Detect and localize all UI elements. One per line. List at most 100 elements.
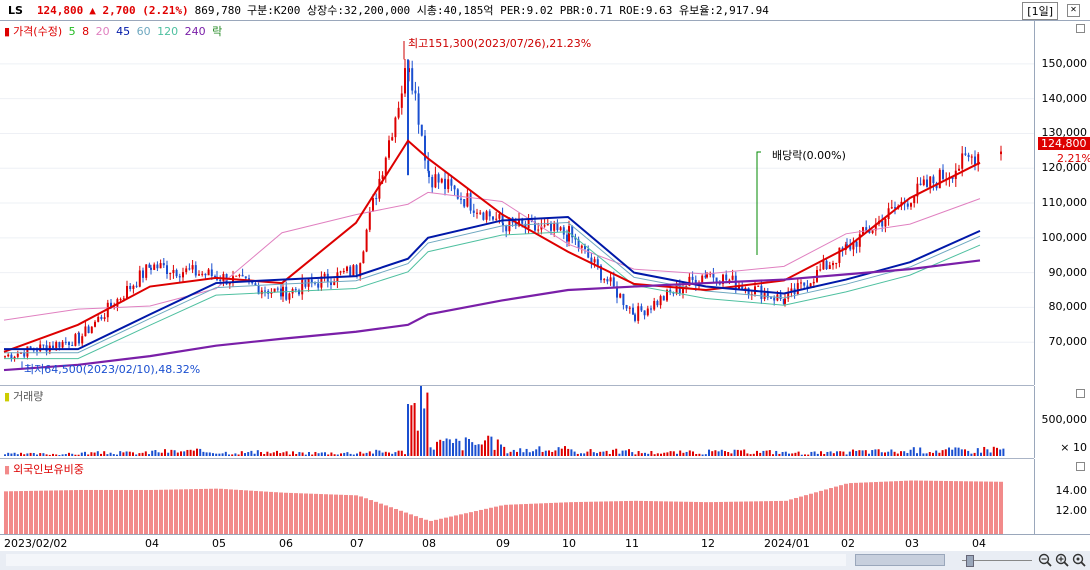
candle-body xyxy=(145,264,148,278)
legend-ma-20[interactable]: 20 xyxy=(95,25,110,38)
period-selector[interactable]: [1일] xyxy=(1022,2,1058,20)
zoom-in-icon[interactable] xyxy=(1055,553,1070,568)
foreign-bar xyxy=(499,505,503,534)
legend-ma-45[interactable]: 45 xyxy=(116,25,131,38)
foreign-panel[interactable]: ▮ 외국인보유비중 xyxy=(0,459,1034,535)
foreign-bar xyxy=(519,504,523,534)
candle-body xyxy=(472,210,475,213)
candle-body xyxy=(378,178,381,199)
price-chart[interactable] xyxy=(0,21,1034,385)
volume-bar xyxy=(112,454,115,456)
candle-body xyxy=(440,178,443,183)
foreign-bar xyxy=(734,501,738,534)
foreign-bar xyxy=(419,517,423,534)
price-y-axis: 150,000 140,000 130,000 120,000 110,000 100,0… xyxy=(1034,21,1090,385)
candle-body xyxy=(466,193,469,207)
candle-body xyxy=(637,306,640,321)
volume-bar xyxy=(960,449,963,456)
volume-bar xyxy=(103,451,106,456)
foreign-bar xyxy=(764,501,768,534)
zoom-out-icon[interactable] xyxy=(1038,553,1053,568)
candle-body xyxy=(166,265,168,274)
volume-chart[interactable] xyxy=(0,386,1034,458)
volume-bar xyxy=(282,452,285,456)
volume-bar xyxy=(740,450,742,456)
volume-bar xyxy=(301,452,304,456)
foreign-bar xyxy=(639,500,643,534)
candle-body xyxy=(841,247,844,250)
scroll-track[interactable] xyxy=(6,554,846,566)
foreign-bar xyxy=(154,489,158,534)
foreign-bar xyxy=(94,489,98,534)
volume-bar xyxy=(64,454,67,456)
ma-20-line xyxy=(3,191,981,321)
candle-body xyxy=(706,274,708,278)
legend-ma-60[interactable]: 60 xyxy=(136,25,151,38)
volume-bar xyxy=(199,448,202,456)
legend-ma-8[interactable]: 8 xyxy=(82,25,90,38)
foreign-bar xyxy=(529,503,533,534)
legend-ma-240[interactable]: 240 xyxy=(184,25,206,38)
foreign-tick: 12.00 xyxy=(1055,504,1088,517)
candle-body xyxy=(731,275,734,280)
volume-bar xyxy=(55,454,58,456)
volume-bar xyxy=(167,452,170,456)
panel-max-icon[interactable] xyxy=(1076,24,1085,33)
candle-body xyxy=(492,216,494,220)
volume-bar xyxy=(272,452,275,456)
candle-body xyxy=(977,154,980,165)
volume-bar xyxy=(919,447,922,456)
volume-bar xyxy=(100,453,102,456)
volume-bar xyxy=(71,453,74,456)
foreign-bar xyxy=(804,495,808,534)
candle-body xyxy=(138,270,141,287)
foreign-bar xyxy=(369,500,373,534)
legend-ex-dividend[interactable]: 락 xyxy=(212,25,223,38)
candle-body xyxy=(779,294,782,300)
foreign-bar xyxy=(289,492,293,534)
foreign-bar xyxy=(824,489,828,534)
candle-body xyxy=(381,175,384,179)
volume-bar xyxy=(784,451,787,456)
foreign-bar xyxy=(544,503,548,534)
volume-bar xyxy=(538,446,541,456)
legend-price: 가격(수정) xyxy=(13,25,63,38)
volume-bar xyxy=(618,453,621,456)
scrollbar-thumb[interactable] xyxy=(855,554,945,566)
panel-max-icon[interactable] xyxy=(1076,462,1085,471)
candle-body xyxy=(852,241,855,250)
legend-ma-120[interactable]: 120 xyxy=(157,25,179,38)
candle-body xyxy=(434,174,437,188)
foreign-bar xyxy=(359,496,363,534)
zoom-reset-icon[interactable] xyxy=(1072,553,1087,568)
volume-bar xyxy=(887,451,890,456)
volume-bar xyxy=(580,453,582,456)
volume-panel[interactable]: ▮ 거래량 xyxy=(0,386,1034,459)
volume-bar xyxy=(752,453,755,456)
panel-max-icon[interactable] xyxy=(1076,389,1085,398)
candle-body xyxy=(349,266,352,276)
legend-ma-5[interactable]: 5 xyxy=(68,25,76,38)
foreign-bar xyxy=(134,489,138,534)
foreign-bar xyxy=(704,502,708,534)
volume-bar xyxy=(695,454,698,456)
zoom-slider[interactable] xyxy=(962,554,1032,567)
foreign-chart[interactable] xyxy=(0,459,1034,534)
volume-bar xyxy=(384,451,387,456)
close-icon[interactable]: ✕ xyxy=(1067,4,1080,17)
candle-body xyxy=(596,259,599,266)
price-panel[interactable]: ▮ 가격(수정) 5 8 20 45 60 120 240 락 최고151,300… xyxy=(0,21,1034,386)
candle-body xyxy=(718,283,721,285)
volume-bar xyxy=(141,452,144,456)
foreign-bar xyxy=(739,501,743,534)
volume-bar xyxy=(228,454,230,456)
foreign-bar xyxy=(974,481,978,534)
volume-bar xyxy=(650,450,653,456)
candle-body xyxy=(97,316,100,322)
candle-body xyxy=(156,264,159,269)
volume-bar xyxy=(461,450,464,456)
volume-bar xyxy=(218,453,221,456)
candle-body xyxy=(849,244,852,250)
candle-body xyxy=(961,153,964,169)
candle-body xyxy=(669,289,672,293)
